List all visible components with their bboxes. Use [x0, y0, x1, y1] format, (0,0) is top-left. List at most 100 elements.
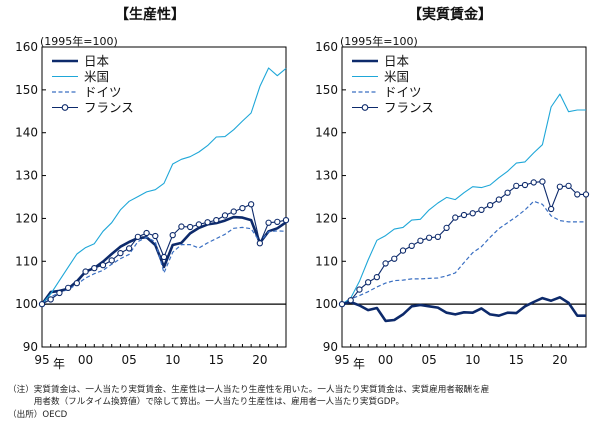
x-axis-label: 年	[353, 357, 365, 371]
series-point-3	[417, 237, 424, 244]
series-line-1	[341, 93, 586, 305]
series-point-3	[64, 284, 72, 292]
y-tick-label: 100	[15, 297, 38, 311]
x-tick-label: 95	[34, 353, 49, 367]
series-point-3	[204, 219, 211, 226]
x-tick-label: 20	[552, 353, 567, 367]
series-point-3	[143, 229, 150, 237]
series-point-3	[99, 261, 107, 269]
series-point-3	[230, 208, 237, 215]
legend-label: ドイツ	[84, 85, 122, 100]
series-point-3	[399, 247, 407, 254]
productivity-chart: 90 100 110 120 130 140 150 160 95 00 05 10 15 20 年 日本米国…	[15, 40, 290, 371]
series-point-3	[443, 224, 450, 232]
series-point-3	[364, 279, 372, 286]
series-line-0	[40, 215, 287, 305]
series-point-3	[169, 231, 176, 239]
real-wage-chart-panel: 【実質賃金】 (1995年=100) 90 100 110 120 130 140 150 1…	[300, 0, 600, 380]
legend-label: ドイツ	[384, 85, 422, 100]
legend-label: フランス	[384, 100, 434, 115]
y-tick-label: 140	[315, 126, 338, 140]
y-tick-label: 150	[15, 83, 38, 97]
unit-label: (1995年=100)	[340, 35, 418, 48]
series-point-3	[56, 289, 63, 297]
unit-label: (1995年=100)	[40, 35, 118, 48]
legend-label: 米国	[384, 69, 409, 84]
x-tick-label: 05	[422, 353, 437, 367]
series-point-3	[556, 183, 564, 190]
series-point-3	[47, 296, 54, 303]
series-point-3	[178, 223, 185, 230]
note-line: 用者数（フルタイム換算値）で除して算出。一人当たり生産性は、雇用者一人当たり実質…	[8, 397, 405, 408]
series-point-3	[117, 249, 124, 257]
series-point-3	[425, 234, 433, 241]
y-tick-label: 90	[23, 340, 38, 354]
series-point-3	[108, 257, 115, 264]
series-line-1	[41, 67, 287, 305]
series-point-3	[38, 300, 46, 308]
series-point-3	[504, 189, 511, 196]
y-tick-label: 120	[315, 211, 338, 225]
series-point-3	[539, 178, 546, 185]
series-point-3	[391, 255, 398, 262]
series-point-3	[213, 216, 220, 224]
chart-title: 【生産性】	[115, 7, 185, 23]
x-tick-label: 00	[378, 353, 393, 367]
legend-label: 米国	[84, 69, 109, 84]
series-point-3	[495, 196, 503, 203]
series-point-3	[265, 219, 272, 226]
series-point-3	[530, 179, 537, 186]
series-point-3	[452, 214, 459, 221]
note-line: （出所）OECD	[8, 409, 68, 420]
series-point-3	[574, 191, 581, 198]
series-point-3	[91, 264, 98, 272]
series-point-3	[582, 191, 590, 198]
chart-title: 【実質賃金】	[408, 7, 492, 23]
x-tick-label: 00	[78, 353, 93, 367]
series-point-3	[160, 253, 168, 261]
legend-label: 日本	[384, 54, 410, 69]
x-tick-label: 15	[209, 353, 224, 367]
series-point-3	[125, 245, 133, 252]
x-tick-label: 15	[509, 353, 524, 367]
series-point-3	[408, 242, 415, 250]
legend-label: 日本	[84, 54, 110, 69]
series-point-3	[486, 201, 494, 209]
plot-frame	[41, 46, 287, 348]
series-point-3	[152, 232, 159, 240]
x-axis-label: 年	[53, 357, 65, 371]
y-tick-label: 90	[323, 340, 338, 354]
series-point-3	[73, 279, 81, 287]
series-point-3	[338, 300, 346, 308]
series-point-3	[134, 233, 142, 241]
series-point-3	[460, 211, 468, 219]
x-tick-label: 10	[165, 353, 180, 367]
series-point-3	[521, 181, 529, 189]
productivity-chart-panel: 【生産性】 (1995年=100) 90 100 110 120 130 140 150 16…	[0, 0, 300, 380]
series-point-3	[195, 221, 203, 228]
y-tick-label: 100	[315, 297, 338, 311]
x-tick-label: 95	[334, 353, 349, 367]
y-tick-label: 130	[315, 169, 338, 183]
note-line: （注）実質賃金は、一人当たり実質賃金、生産性は一人当たり生産性を用いた。一人当た…	[8, 385, 490, 395]
legend-marker	[61, 104, 69, 111]
series-point-3	[382, 260, 389, 267]
series-point-3	[356, 286, 363, 293]
y-tick-label: 140	[15, 126, 38, 140]
legend-marker	[361, 104, 369, 111]
series-point-3	[247, 201, 255, 208]
x-tick-label: 05	[122, 353, 137, 367]
y-tick-label: 160	[315, 40, 338, 54]
series-point-3	[373, 273, 381, 281]
y-tick-label: 130	[15, 169, 38, 183]
series-point-3	[186, 223, 194, 231]
x-tick-label: 20	[252, 353, 267, 367]
series-point-3	[513, 182, 520, 190]
y-tick-label: 150	[315, 83, 338, 97]
series-line-2	[341, 200, 586, 305]
series-point-3	[82, 268, 89, 275]
series-point-3	[565, 182, 572, 190]
series-point-3	[239, 204, 246, 212]
series-line-2	[41, 226, 287, 305]
series-point-3	[547, 205, 555, 213]
